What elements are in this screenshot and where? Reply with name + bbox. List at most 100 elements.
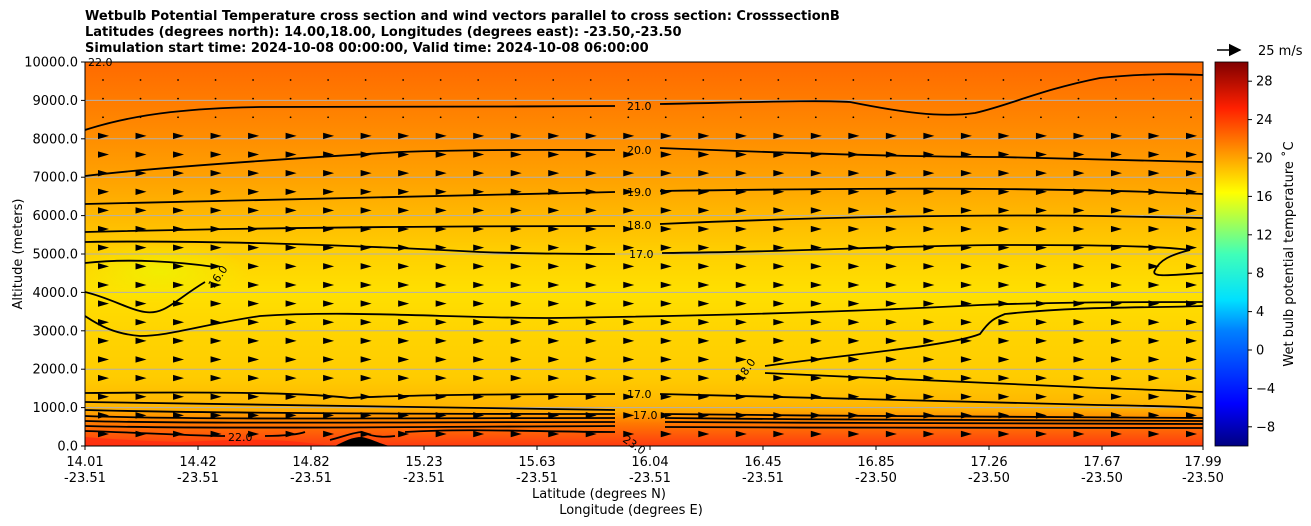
- wind-vector-arrow: [548, 225, 560, 233]
- wind-vector-arrow: [548, 281, 560, 289]
- wind-vector-arrow: [773, 207, 785, 214]
- wind-vector-arrow: [998, 356, 1010, 363]
- wind-vector-dot: [177, 79, 179, 81]
- wind-vector-dot: [252, 97, 254, 100]
- colorbar-tick-label: 8: [1256, 267, 1264, 282]
- wind-vector-arrow: [698, 281, 710, 289]
- x-tick-label-lon: -23.51: [177, 471, 219, 486]
- wind-vector-arrow: [473, 337, 485, 345]
- wind-vector-dot: [1152, 97, 1155, 100]
- wind-vector-arrow: [548, 356, 560, 363]
- wind-vector-arrow: [810, 169, 822, 177]
- wind-vector-dot: [702, 116, 705, 119]
- wind-vector-arrow: [398, 430, 410, 438]
- wind-vector-arrow: [248, 430, 260, 438]
- x-tick-label-lat: 17.26: [970, 455, 1007, 470]
- wind-vector-arrow: [735, 319, 747, 326]
- wind-vector-arrow: [1186, 356, 1197, 363]
- wind-vector-arrow: [923, 281, 935, 289]
- wind-vector-arrow: [173, 263, 185, 270]
- wind-vector-dot: [289, 79, 292, 81]
- wind-vector-arrow: [1148, 207, 1160, 214]
- wind-vector-arrow: [1110, 337, 1122, 345]
- wind-vector-dot: [589, 116, 592, 119]
- wind-vector-arrow: [1035, 132, 1047, 140]
- wind-vector-arrow: [510, 244, 522, 251]
- wind-vector-arrow: [1073, 393, 1085, 400]
- wind-vector-arrow: [473, 374, 485, 382]
- colorbar-tick-label: 16: [1256, 190, 1273, 205]
- wind-vector-arrow: [1148, 263, 1160, 270]
- wind-vector-arrow: [960, 132, 972, 140]
- wind-vector-arrow: [773, 337, 785, 345]
- wind-vector-arrow: [885, 263, 897, 270]
- y-tick-label: 5000.0: [33, 248, 79, 263]
- wind-vector-dot: [139, 97, 142, 100]
- wind-vector-arrow: [435, 374, 447, 382]
- wind-vector-arrow: [323, 356, 335, 363]
- wind-vector-arrow: [1035, 263, 1047, 270]
- wind-vector-dot: [777, 116, 780, 119]
- x-tick-label-lat: 14.82: [292, 455, 329, 470]
- wind-vector-arrow: [585, 393, 597, 400]
- wind-vector-arrow: [1148, 169, 1160, 177]
- wind-vector-arrow: [1148, 430, 1160, 438]
- wind-vector-dot: [1190, 79, 1192, 81]
- x-axis-label-latitude: Latitude (degrees N): [532, 487, 666, 502]
- wind-vector-arrow: [398, 337, 410, 345]
- wind-vector-arrow: [698, 430, 710, 438]
- wind-vector-arrow: [848, 356, 860, 363]
- wind-vector-arrow: [998, 430, 1010, 438]
- wind-vector-arrow: [848, 263, 860, 270]
- wind-vector-arrow: [360, 207, 372, 214]
- wind-vector-arrow: [248, 374, 260, 382]
- x-tick-label-lon: -23.51: [516, 471, 558, 486]
- wind-vector-arrow: [585, 281, 597, 289]
- wind-vector-arrow: [773, 169, 785, 177]
- wind-vector-dot: [364, 97, 367, 100]
- wind-vector-dot: [1040, 97, 1042, 100]
- wind-vector-arrow: [960, 374, 972, 382]
- wind-vector-arrow: [323, 132, 335, 140]
- wind-vector-dot: [214, 79, 217, 81]
- wind-vector-arrow: [698, 207, 710, 214]
- y-axis-label: Altitude (meters): [11, 199, 26, 310]
- wind-vector-arrow: [585, 132, 597, 140]
- wind-vector-arrow: [773, 374, 785, 382]
- wind-vector-arrow: [1035, 430, 1047, 438]
- wind-vector-arrow: [660, 374, 672, 382]
- wind-vector-arrow: [735, 300, 747, 307]
- wind-vector-arrow: [510, 207, 522, 214]
- wind-vector-dot: [327, 116, 330, 119]
- wind-vector-arrow: [1035, 374, 1047, 382]
- contour-18-right: [659, 214, 1203, 225]
- contour-16-b: [85, 281, 206, 314]
- wind-vector-arrow: [248, 412, 260, 419]
- wind-vector-arrow: [98, 225, 109, 233]
- wind-vector-arrow: [848, 337, 860, 345]
- wind-vector-arrow: [848, 300, 860, 307]
- wind-vector-arrow: [248, 169, 260, 177]
- y-tick-label: 9000.0: [33, 94, 79, 109]
- wind-vector-arrow: [98, 374, 109, 382]
- chart-title: Wetbulb Potential Temperature cross sect…: [85, 9, 840, 57]
- wind-vector-arrow: [173, 207, 185, 214]
- wind-vector-arrow: [360, 356, 372, 363]
- wind-vector-arrow: [585, 374, 597, 382]
- wind-vector-arrow: [960, 207, 972, 214]
- x-tick-label-lon: -23.50: [855, 471, 897, 486]
- wind-vector-dot: [589, 79, 592, 81]
- wind-vector-arrow: [285, 169, 297, 177]
- wind-vector-dot: [702, 97, 705, 100]
- wind-vector-arrow: [248, 188, 260, 195]
- contour-17-low-left: [85, 391, 616, 399]
- wind-vector-arrow: [1148, 356, 1160, 363]
- wind-vector-arrow: [735, 281, 747, 289]
- wind-vector-arrow: [173, 244, 185, 251]
- contour-layer-1: [85, 401, 616, 411]
- wind-vector-arrow: [885, 430, 897, 438]
- wind-vector-dot: [402, 79, 405, 81]
- wind-vector-arrow: [735, 225, 747, 233]
- wind-vector-dot: [514, 97, 517, 100]
- wind-vector-arrow: [510, 300, 522, 307]
